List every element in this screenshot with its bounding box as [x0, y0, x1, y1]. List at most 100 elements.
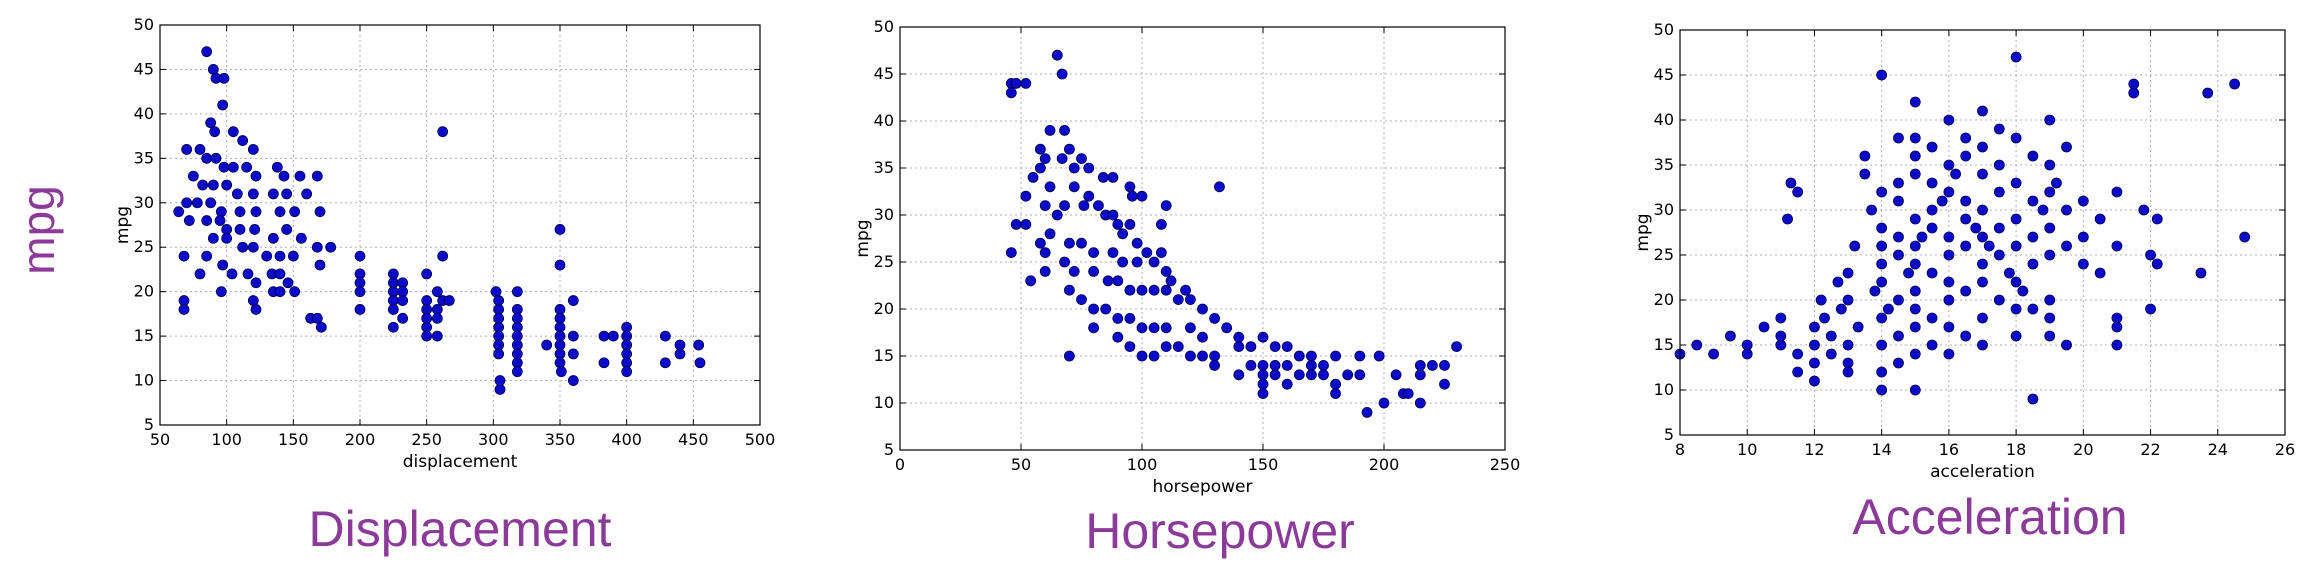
data-point — [1390, 369, 1402, 381]
data-point — [274, 268, 286, 280]
data-point — [181, 197, 193, 209]
data-point — [2010, 240, 2022, 252]
x-tick-label: 300 — [478, 430, 509, 449]
y-tick-label: 45 — [874, 64, 894, 83]
y-tick-label: 15 — [874, 346, 894, 365]
side-ylabel: mpg — [6, 150, 86, 310]
data-point — [1056, 153, 1068, 165]
data-point — [1842, 339, 1854, 351]
data-point — [231, 188, 243, 200]
data-point — [1849, 240, 1861, 252]
y-tick-label: 10 — [1654, 380, 1674, 399]
data-point — [187, 170, 199, 182]
data-point — [1078, 200, 1090, 212]
y-tick-label: 10 — [874, 393, 894, 412]
data-point — [1209, 359, 1221, 371]
data-point — [2027, 195, 2039, 207]
data-point — [2111, 186, 2123, 198]
data-point — [1893, 231, 1904, 243]
chart-horsepower: 0 50 100 150 200 250 5 10 15 20 25 30 35 40 45 50 horsep… — [840, 15, 1540, 497]
data-point — [1876, 339, 1888, 351]
data-point — [197, 179, 209, 191]
data-point — [2010, 213, 2022, 225]
ticks: 50 100 150 200 250 300 350 400 450 500 5 10 15 20 25 30… — [134, 15, 776, 449]
data-point — [1025, 275, 1037, 287]
data-point — [659, 330, 671, 342]
y-tick-label: 15 — [1654, 335, 1674, 354]
data-point — [1775, 330, 1787, 342]
data-point — [1124, 218, 1136, 230]
data-point — [201, 46, 213, 58]
y-tick-label: 25 — [1654, 245, 1674, 264]
data-point — [1209, 312, 1221, 324]
data-point — [1148, 350, 1160, 362]
data-point — [1893, 357, 1904, 369]
x-tick-label: 22 — [2140, 440, 2160, 459]
x-tick-label: 14 — [1871, 440, 1891, 459]
data-point — [1083, 190, 1095, 202]
data-point — [1842, 267, 1854, 279]
data-point — [1960, 195, 1972, 207]
data-point — [1184, 294, 1196, 306]
data-point — [1172, 341, 1184, 353]
chart-displacement: 50 100 150 200 250 300 350 400 450 500 5 10 15 20 25 30… — [100, 15, 790, 475]
data-point — [1859, 168, 1871, 180]
data-point — [218, 161, 230, 173]
data-point — [1148, 284, 1160, 296]
data-point — [1819, 312, 1830, 324]
data-point — [1160, 265, 1172, 277]
x-tick-label: 100 — [211, 430, 242, 449]
data-point — [1373, 350, 1385, 362]
data-point — [227, 161, 239, 173]
data-point — [1977, 312, 1988, 324]
data-point — [205, 197, 217, 209]
chart-acceleration: 8 10 12 14 16 18 20 22 24 26 5 10 15 20 25 30 35 40 45 50 ac… — [1620, 15, 2302, 482]
x-tick-label: 200 — [1369, 455, 1400, 474]
data-point — [1977, 168, 1988, 180]
data-point — [289, 206, 301, 218]
x-tick-label: 16 — [1939, 440, 1959, 459]
data-point — [1977, 258, 1988, 270]
data-point — [1909, 303, 1921, 315]
data-point — [554, 224, 566, 235]
data-point — [1916, 231, 1928, 243]
data-point — [218, 72, 230, 84]
data-point — [1427, 359, 1438, 371]
data-point — [226, 268, 238, 280]
data-point — [1233, 369, 1245, 381]
data-point — [1993, 249, 2005, 261]
data-point — [1010, 78, 1022, 89]
data-point — [511, 366, 523, 378]
data-point — [1039, 265, 1051, 277]
data-point — [1131, 237, 1143, 249]
data-point — [1184, 350, 1196, 362]
data-point — [1909, 321, 1921, 333]
data-point — [247, 241, 259, 253]
data-point — [1354, 369, 1366, 381]
data-point — [2094, 213, 2106, 225]
data-point — [1020, 218, 1032, 230]
data-point — [178, 250, 190, 262]
data-point — [1180, 284, 1191, 296]
data-point — [1088, 247, 1100, 259]
data-point — [1909, 384, 1921, 396]
data-point — [1112, 275, 1124, 287]
data-point — [1088, 265, 1100, 277]
data-point — [1741, 339, 1753, 351]
data-point — [1305, 350, 1317, 362]
data-point — [387, 304, 399, 315]
data-point — [1785, 177, 1797, 189]
data-point — [1361, 406, 1373, 418]
data-point — [1063, 284, 1075, 296]
data-point — [1903, 267, 1914, 279]
x-tick-label: 250 — [411, 430, 442, 449]
data-point — [1005, 87, 1017, 99]
data-point — [295, 232, 307, 244]
data-point — [2010, 303, 2022, 315]
data-point — [1126, 190, 1138, 202]
caption-acceleration: Acceleration — [1852, 489, 2128, 545]
data-point — [1970, 222, 1982, 234]
data-point — [397, 295, 409, 306]
data-point — [1866, 204, 1877, 216]
data-point — [1943, 159, 1955, 171]
